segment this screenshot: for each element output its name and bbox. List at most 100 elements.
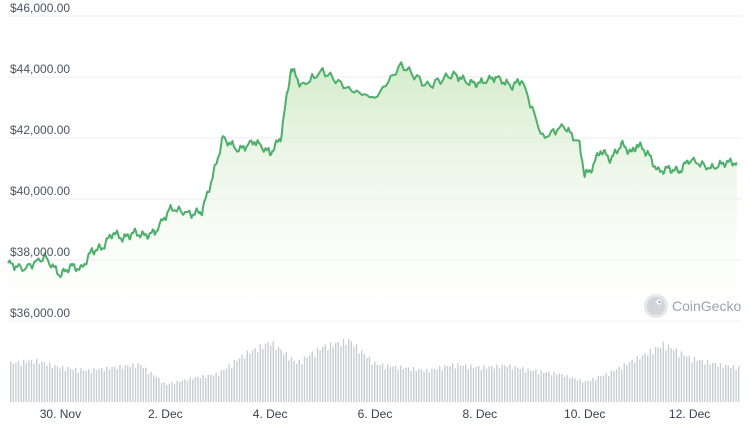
volume-bar: [116, 369, 118, 402]
volume-bar: [345, 344, 347, 402]
volume-bar: [366, 357, 368, 402]
volume-bar: [82, 370, 85, 402]
volume-bars: [10, 338, 740, 402]
volume-bar: [184, 379, 186, 402]
volume-bar: [54, 364, 56, 402]
volume-bar: [584, 381, 586, 402]
volume-bar: [686, 356, 688, 402]
volume-bar: [150, 371, 152, 402]
volume-bar: [467, 369, 469, 402]
volume-bar: [342, 338, 345, 402]
volume-bar: [176, 380, 178, 402]
volume-bar: [444, 365, 446, 402]
volume-bar: [732, 365, 735, 402]
volume-bar: [280, 349, 282, 402]
volume-bar: [267, 342, 269, 402]
volume-bar: [332, 346, 334, 402]
volume-bar: [543, 372, 545, 402]
volume-bar: [46, 365, 48, 402]
gecko-logo-icon: [644, 294, 668, 318]
volume-bar: [225, 368, 228, 402]
volume-bar: [259, 344, 261, 402]
volume-bar: [324, 344, 326, 402]
y-tick-label: $40,000.00: [10, 184, 70, 198]
volume-bar: [119, 364, 121, 402]
x-axis-labels: 30. Nov 2. Dec 4. Dec 6. Dec 8. Dec 10. Dec 12…: [40, 407, 711, 421]
volume-bar: [241, 354, 243, 402]
y-tick-label: $46,000.00: [10, 1, 70, 15]
volume-bar: [257, 352, 259, 402]
volume-bar: [483, 365, 485, 402]
volume-bar: [431, 368, 433, 402]
volume-bar: [132, 363, 134, 402]
volume-bar: [348, 339, 350, 402]
volume-bar: [197, 376, 199, 402]
volume-bar: [124, 365, 126, 402]
volume-bar: [418, 368, 420, 402]
volume-bar: [355, 344, 358, 402]
volume-bar: [189, 377, 191, 402]
volume-bar: [392, 366, 394, 402]
volume-bar: [145, 367, 147, 402]
x-tick-label: 12. Dec: [669, 407, 710, 421]
volume-bar: [480, 370, 482, 402]
volume-bar: [530, 370, 532, 402]
volume-bar: [361, 349, 363, 402]
price-area: [8, 62, 737, 322]
volume-bar: [556, 374, 558, 402]
volume-bar: [101, 367, 103, 402]
volume-bar: [179, 382, 181, 402]
volume-bar: [649, 348, 651, 402]
volume-bar: [215, 372, 217, 402]
volume-bar: [319, 350, 321, 402]
volume-bar: [407, 367, 410, 402]
volume-bar: [667, 344, 670, 402]
volume-bar: [17, 360, 20, 402]
volume-bar: [472, 367, 475, 402]
volume-bar: [615, 369, 618, 402]
volume-bar: [613, 371, 615, 402]
volume-bar: [727, 365, 729, 402]
volume-bar: [327, 350, 329, 402]
volume-bar: [514, 366, 516, 402]
volume-bar: [134, 367, 137, 402]
volume-bar: [553, 371, 555, 402]
volume-bar: [678, 357, 680, 402]
volume-bar: [389, 366, 391, 402]
volume-bar: [233, 360, 235, 402]
volume-bar: [397, 370, 399, 402]
volume-bar: [704, 364, 706, 402]
volume-bar: [340, 346, 342, 402]
volume-bar: [496, 364, 498, 402]
volume-bar: [680, 351, 683, 402]
volume-bar: [275, 350, 277, 402]
volume-bar: [628, 362, 631, 402]
volume-bar: [15, 362, 17, 402]
x-tick-label: 4. Dec: [253, 407, 288, 421]
volume-bar: [309, 355, 311, 402]
volume-bar: [194, 377, 196, 402]
volume-bar: [277, 346, 280, 402]
volume-bar: [449, 366, 451, 402]
volume-bar: [220, 370, 222, 402]
volume-bar: [439, 366, 441, 402]
volume-bar: [670, 348, 672, 402]
volume-bar: [457, 363, 459, 402]
volume-bar: [103, 371, 105, 402]
volume-bar: [595, 380, 597, 402]
volume-bar: [283, 354, 285, 402]
volume-bar: [493, 368, 495, 402]
volume-bar: [80, 368, 82, 402]
volume-bar: [600, 376, 602, 402]
volume-bar: [59, 368, 61, 402]
volume-bar: [88, 369, 90, 402]
volume-bar: [683, 355, 685, 402]
volume-bar: [186, 380, 189, 402]
volume-bar: [405, 367, 407, 402]
volume-bar: [251, 350, 254, 402]
volume-bar: [387, 364, 389, 402]
volume-bar: [111, 367, 113, 402]
volume-bar: [223, 369, 225, 402]
volume-bar: [23, 359, 25, 402]
